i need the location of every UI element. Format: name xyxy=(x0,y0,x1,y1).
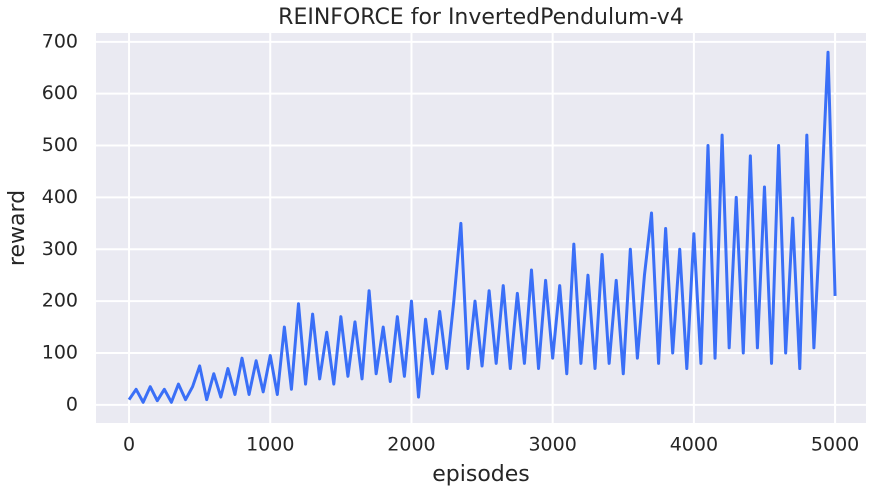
y-tick-label: 700 xyxy=(42,30,78,52)
y-tick-label: 500 xyxy=(42,134,78,156)
y-axis-label: reward xyxy=(5,190,30,266)
y-tick-label: 100 xyxy=(42,341,78,363)
x-tick-label: 2000 xyxy=(387,434,435,456)
y-tick-label: 200 xyxy=(42,290,78,312)
y-tick-label: 0 xyxy=(66,393,78,415)
x-axis-label: episodes xyxy=(432,462,530,487)
x-tick-label: 4000 xyxy=(670,434,718,456)
x-tick-label: 3000 xyxy=(528,434,576,456)
data-line xyxy=(127,50,837,404)
x-tick-label: 5000 xyxy=(811,434,859,456)
chart-title: REINFORCE for InvertedPendulum-v4 xyxy=(278,5,684,30)
y-tick-label: 600 xyxy=(42,82,78,104)
y-tick-label: 300 xyxy=(42,238,78,260)
x-tick-label: 0 xyxy=(123,434,135,456)
x-tick-label: 1000 xyxy=(246,434,294,456)
y-tick-label: 400 xyxy=(42,186,78,208)
